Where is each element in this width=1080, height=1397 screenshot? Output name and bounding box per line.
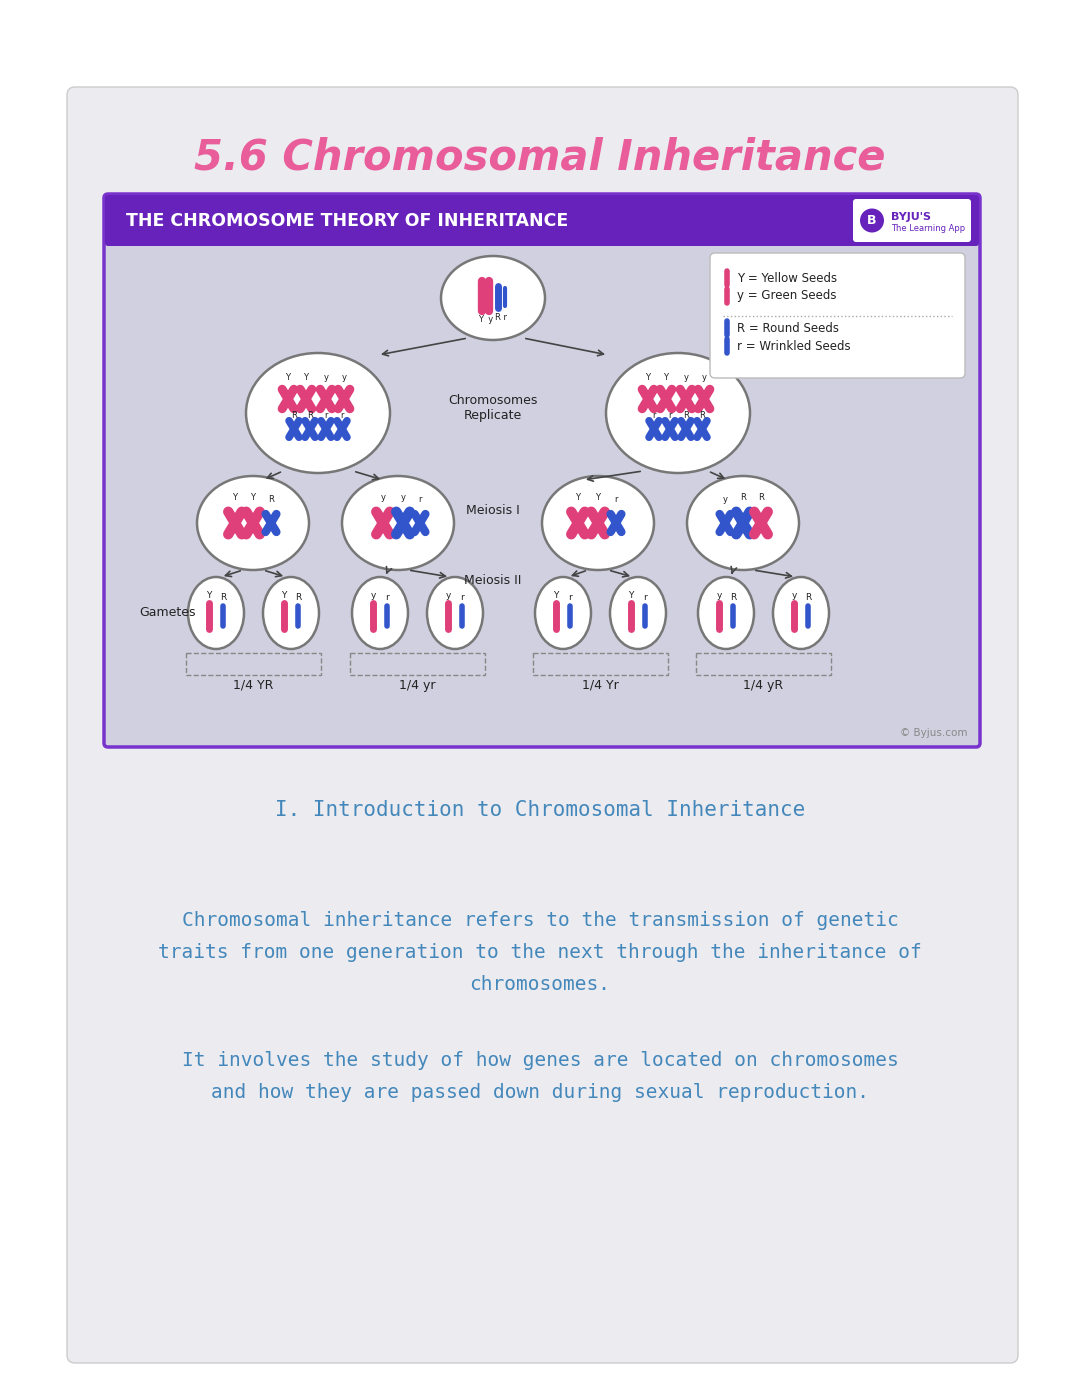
Text: y: y xyxy=(723,495,728,503)
Ellipse shape xyxy=(687,476,799,570)
Text: R: R xyxy=(758,493,764,502)
Text: THE CHROMOSOME THEORY OF INHERITANCE: THE CHROMOSOME THEORY OF INHERITANCE xyxy=(126,211,568,229)
Text: r: r xyxy=(568,594,572,602)
Text: and how they are passed down during sexual reproduction.: and how they are passed down during sexu… xyxy=(211,1083,869,1101)
Text: y: y xyxy=(370,591,376,599)
Text: R: R xyxy=(805,594,811,602)
Text: Y: Y xyxy=(303,373,309,381)
Bar xyxy=(534,652,669,675)
Text: r: r xyxy=(340,412,343,420)
Bar xyxy=(350,652,485,675)
Text: 1/4 YR: 1/4 YR xyxy=(233,679,273,692)
Text: © Byjus.com: © Byjus.com xyxy=(901,728,968,738)
Ellipse shape xyxy=(197,476,309,570)
Text: R: R xyxy=(220,594,226,602)
Text: Y  y: Y y xyxy=(478,316,494,324)
Text: y: y xyxy=(445,591,450,599)
Text: Meiosis I: Meiosis I xyxy=(467,504,519,517)
Text: B: B xyxy=(867,214,877,226)
Text: Y: Y xyxy=(646,373,650,381)
Text: R = Round Seeds: R = Round Seeds xyxy=(737,321,839,334)
Text: R: R xyxy=(699,412,705,420)
Bar xyxy=(186,652,321,675)
Text: r = Wrinkled Seeds: r = Wrinkled Seeds xyxy=(737,339,851,352)
Text: y: y xyxy=(380,493,386,502)
Text: The Learning App: The Learning App xyxy=(891,224,966,233)
Ellipse shape xyxy=(773,577,829,650)
Text: chromosomes.: chromosomes. xyxy=(470,975,610,993)
Text: y: y xyxy=(341,373,347,381)
Text: r: r xyxy=(652,412,656,420)
Text: Y: Y xyxy=(576,493,581,502)
Ellipse shape xyxy=(427,577,483,650)
Ellipse shape xyxy=(352,577,408,650)
Ellipse shape xyxy=(441,256,545,339)
Text: y: y xyxy=(684,373,689,381)
Text: Chromosomes
Replicate: Chromosomes Replicate xyxy=(448,394,538,422)
Text: Meiosis II: Meiosis II xyxy=(464,574,522,588)
Ellipse shape xyxy=(698,577,754,650)
FancyBboxPatch shape xyxy=(105,196,978,246)
Text: R: R xyxy=(292,412,297,420)
Text: R: R xyxy=(683,412,689,420)
Text: y: y xyxy=(716,591,721,599)
Text: I. Introduction to Chromosomal Inheritance: I. Introduction to Chromosomal Inheritan… xyxy=(275,800,805,820)
Text: 1/4 yR: 1/4 yR xyxy=(743,679,784,692)
Text: y: y xyxy=(401,493,405,502)
Text: 1/4 Yr: 1/4 Yr xyxy=(582,679,619,692)
Text: Y = Yellow Seeds: Y = Yellow Seeds xyxy=(737,271,837,285)
Text: R r: R r xyxy=(495,313,507,323)
Text: BYJU'S: BYJU'S xyxy=(891,212,931,222)
Text: It involves the study of how genes are located on chromosomes: It involves the study of how genes are l… xyxy=(181,1051,899,1070)
Text: Y: Y xyxy=(232,493,238,502)
Text: r: r xyxy=(615,495,618,503)
Text: Y: Y xyxy=(595,493,600,502)
Text: Y: Y xyxy=(206,591,212,599)
Text: r: r xyxy=(643,594,647,602)
Text: Y: Y xyxy=(629,591,634,599)
Circle shape xyxy=(860,208,885,232)
Text: r: r xyxy=(386,594,389,602)
Text: y: y xyxy=(324,373,328,381)
Ellipse shape xyxy=(188,577,244,650)
Ellipse shape xyxy=(542,476,654,570)
Text: R: R xyxy=(268,495,274,503)
Ellipse shape xyxy=(264,577,319,650)
Text: R: R xyxy=(740,493,746,502)
Text: Y: Y xyxy=(285,373,291,381)
Text: r: r xyxy=(324,412,327,420)
Ellipse shape xyxy=(606,353,750,474)
FancyBboxPatch shape xyxy=(853,198,971,242)
Bar xyxy=(108,219,976,242)
Text: Gametes: Gametes xyxy=(139,606,197,619)
FancyBboxPatch shape xyxy=(710,253,966,379)
Text: r: r xyxy=(418,495,422,503)
Text: y = Green Seeds: y = Green Seeds xyxy=(737,289,837,303)
Text: traits from one generation to the next through the inheritance of: traits from one generation to the next t… xyxy=(158,943,922,961)
Ellipse shape xyxy=(342,476,454,570)
Text: y: y xyxy=(702,373,706,381)
Ellipse shape xyxy=(610,577,666,650)
Text: Y: Y xyxy=(251,493,256,502)
Ellipse shape xyxy=(535,577,591,650)
Text: 5.6 Chromosomal Inheritance: 5.6 Chromosomal Inheritance xyxy=(194,137,886,179)
Text: R: R xyxy=(307,412,313,420)
Text: Y: Y xyxy=(663,373,669,381)
Bar xyxy=(696,652,831,675)
Ellipse shape xyxy=(246,353,390,474)
Text: y: y xyxy=(792,591,797,599)
Text: R: R xyxy=(295,594,301,602)
Text: 1/4 yr: 1/4 yr xyxy=(400,679,435,692)
Text: Y: Y xyxy=(281,591,286,599)
Text: Chromosomal inheritance refers to the transmission of genetic: Chromosomal inheritance refers to the tr… xyxy=(181,911,899,929)
Text: R: R xyxy=(730,594,737,602)
Text: Y: Y xyxy=(553,591,558,599)
Text: r: r xyxy=(669,412,672,420)
FancyBboxPatch shape xyxy=(104,194,980,747)
Text: r: r xyxy=(460,594,464,602)
FancyBboxPatch shape xyxy=(67,87,1018,1363)
